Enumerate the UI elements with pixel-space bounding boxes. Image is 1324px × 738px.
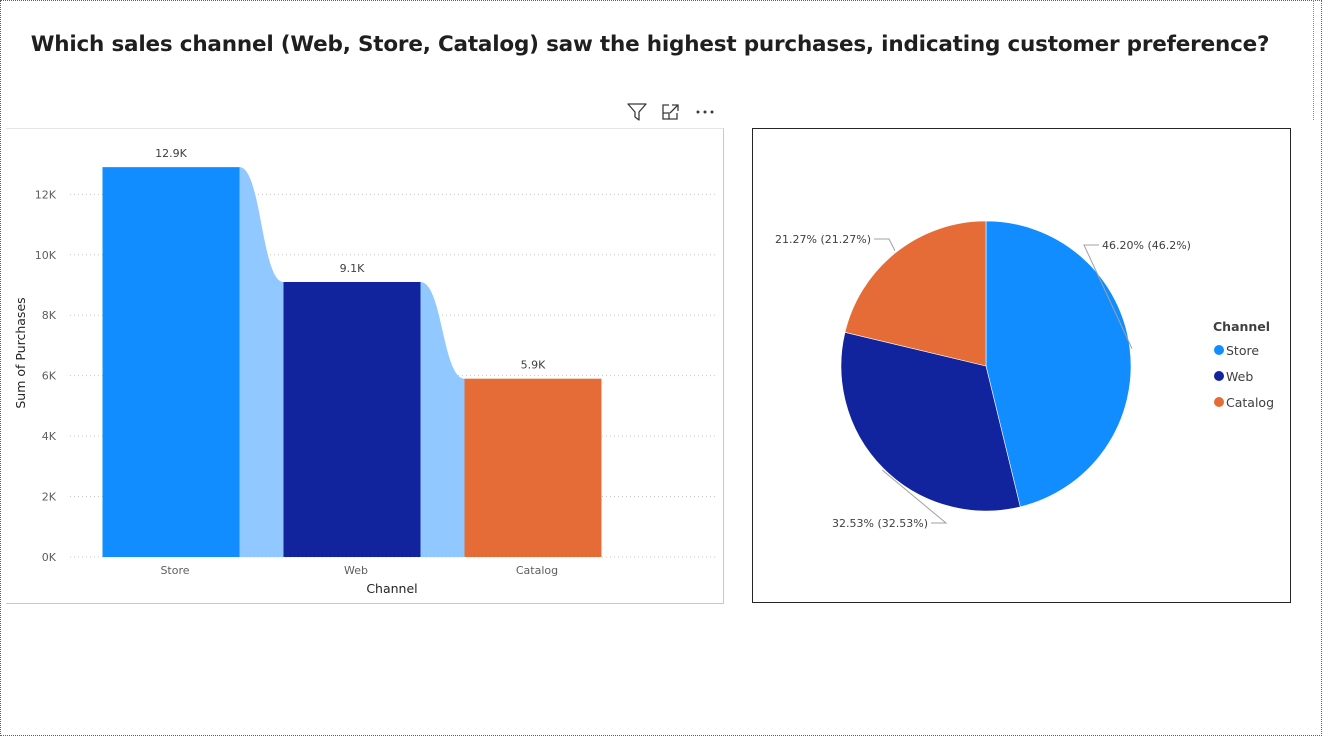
x-tick-label: Store: [160, 564, 189, 577]
canvas-edge-marker: [1313, 0, 1315, 120]
leader-line: [881, 469, 948, 524]
filter-icon[interactable]: [626, 101, 648, 123]
page-title: Which sales channel (Web, Store, Catalog…: [30, 32, 1270, 57]
bar-catalog[interactable]: [464, 378, 602, 557]
legend: Channel Store Web Catalog: [1213, 319, 1274, 410]
pie-data-label: 21.27% (21.27%): [775, 233, 871, 246]
legend-item-store[interactable]: Store: [1226, 343, 1259, 358]
bar-web[interactable]: [283, 281, 421, 557]
bars: [102, 167, 602, 557]
pie-data-label: 32.53% (32.53%): [832, 517, 928, 530]
data-labels: 12.9K 9.1K 5.9K: [155, 147, 546, 372]
x-axis-title: Channel: [366, 581, 417, 596]
pie-data-labels: 46.20% (46.2%) 32.53% (32.53%) 21.27% (21.…: [775, 233, 1191, 530]
y-tick-label: 8K: [42, 309, 57, 322]
y-tick-label: 4K: [42, 430, 57, 443]
leader-line: [874, 238, 896, 251]
pie-chart: 46.20% (46.2%) 32.53% (32.53%) 21.27% (21.…: [775, 220, 1274, 530]
ribbon-chart-visual[interactable]: 0K 2K 4K 6K 8K 10K 12K 12.9K 9.1K 5.9K Store Web C…: [6, 128, 724, 604]
visual-header: [626, 100, 716, 124]
y-axis-ticks: 0K 2K 4K 6K 8K 10K 12K: [35, 188, 57, 564]
legend-marker-store: [1214, 345, 1224, 355]
data-label: 9.1K: [340, 262, 365, 275]
legend-item-web[interactable]: Web: [1226, 369, 1253, 384]
x-tick-label: Web: [344, 564, 368, 577]
ribbon[interactable]: [239, 167, 284, 557]
pie-data-label: 46.20% (46.2%): [1102, 239, 1191, 252]
legend-title: Channel: [1213, 319, 1270, 334]
x-tick-label: Catalog: [516, 564, 558, 577]
more-options-icon[interactable]: [694, 101, 716, 123]
ribbon[interactable]: [420, 281, 465, 557]
y-tick-label: 2K: [42, 491, 57, 504]
pie-slice-catalog[interactable]: [844, 220, 987, 367]
ribbons: [239, 167, 465, 557]
leader-line: [1083, 244, 1133, 349]
y-axis-title: Sum of Purchases: [13, 297, 28, 408]
pie-chart-visual[interactable]: 46.20% (46.2%) 32.53% (32.53%) 21.27% (21.…: [752, 128, 1291, 603]
legend-item-catalog[interactable]: Catalog: [1226, 395, 1274, 410]
data-label: 12.9K: [155, 147, 187, 160]
x-axis-ticks: Store Web Catalog: [160, 564, 558, 577]
y-tick-label: 6K: [42, 370, 57, 383]
ribbon-chart: 0K 2K 4K 6K 8K 10K 12K 12.9K 9.1K 5.9K Store Web C…: [13, 147, 718, 596]
bar-store[interactable]: [102, 167, 240, 557]
data-label: 5.9K: [521, 359, 546, 372]
legend-marker-web: [1214, 371, 1224, 381]
legend-marker-catalog: [1214, 397, 1224, 407]
y-tick-label: 10K: [35, 249, 57, 262]
focus-mode-icon[interactable]: [660, 101, 682, 123]
y-tick-label: 0K: [42, 551, 57, 564]
y-tick-label: 12K: [35, 188, 57, 201]
pie-slice-web[interactable]: [840, 331, 1021, 512]
pie-slice-store[interactable]: [985, 220, 1132, 508]
pie-slices: [840, 220, 1132, 512]
